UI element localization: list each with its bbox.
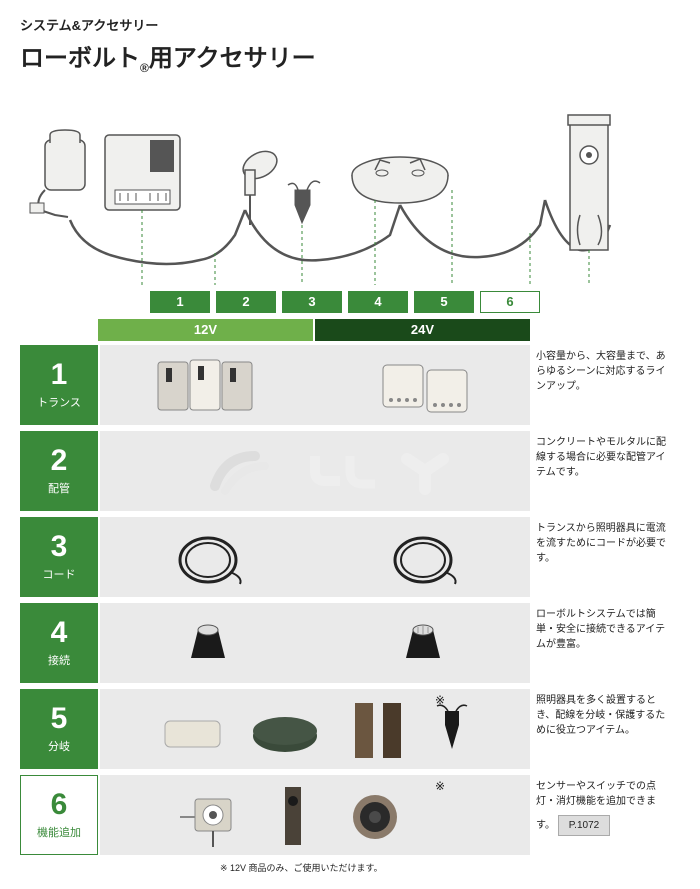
cat-images-3 bbox=[100, 517, 530, 597]
diagram-num-3: 3 bbox=[282, 291, 342, 313]
diagram-num-1: 1 bbox=[150, 291, 210, 313]
cat-num-2: 2 bbox=[51, 446, 68, 476]
star-note-5: ※ bbox=[435, 693, 445, 707]
cat-images-2 bbox=[100, 431, 530, 511]
cat-desc-2: コンクリートやモルタルに配線する場合に必要な配管アイテムです。 bbox=[530, 431, 680, 511]
cat-desc-6: センサーやスイッチでの点灯・消灯機能を追加できます。 P.1072 bbox=[530, 775, 680, 855]
diagram-outlet bbox=[30, 130, 85, 217]
branch-items-icon bbox=[125, 691, 505, 766]
page-ref-link[interactable]: P.1072 bbox=[558, 815, 610, 836]
cat-name-5: 分岐 bbox=[48, 738, 70, 754]
transformer-24v-icon bbox=[363, 350, 483, 420]
wiring-diagram bbox=[20, 85, 680, 285]
diagram-num-6: 6 bbox=[480, 291, 540, 313]
star-note-6: ※ bbox=[435, 779, 445, 793]
cat-name-3: コード bbox=[43, 566, 76, 582]
cat-num-4: 4 bbox=[51, 618, 68, 648]
page-title: ローボルト®用アクセサリー bbox=[20, 38, 680, 75]
addon-items-icon bbox=[125, 777, 505, 852]
cat-desc-5: 照明器具を多く設置するとき、配線を分岐・保護するために役立つアイテム。 bbox=[530, 689, 680, 769]
category-row-3: 3 コード トランスから照明器具に電流を流すためにコードが必要です。 bbox=[20, 517, 680, 597]
category-row-4: 4 接続 ローボルトシステムでは簡単・安全に接続できるアイテムが豊富。 bbox=[20, 603, 680, 683]
category-row-5: 5 分岐 ※ 照明器具を多く設置するとき、配線を分岐・保護するために役立つアイテ… bbox=[20, 689, 680, 769]
cable-coil-24v-icon bbox=[373, 522, 473, 592]
title-reg: ® bbox=[140, 61, 149, 75]
cat-images-4 bbox=[100, 603, 530, 683]
cat-images-6: ※ bbox=[100, 775, 530, 855]
diagram-junction bbox=[352, 157, 448, 203]
cat-label-2: 2 配管 bbox=[20, 431, 98, 511]
cat-desc-1: 小容量から、大容量まで、あらゆるシーンに対応するラインアップ。 bbox=[530, 345, 680, 425]
conduit-icon bbox=[115, 436, 515, 506]
diagram-num-5: 5 bbox=[414, 291, 474, 313]
cat-label-6: 6 機能追加 bbox=[20, 775, 98, 855]
title-pre: ローボルト bbox=[20, 45, 140, 72]
cat-name-2: 配管 bbox=[48, 480, 70, 496]
voltage-12v: 12V bbox=[98, 319, 313, 341]
cat-label-5: 5 分岐 bbox=[20, 689, 98, 769]
cat-label-3: 3 コード bbox=[20, 517, 98, 597]
subtitle: システム&アクセサリー bbox=[20, 15, 680, 34]
diagram-num-4: 4 bbox=[348, 291, 408, 313]
cat-label-4: 4 接続 bbox=[20, 603, 98, 683]
footnote: ※ 12V 商品のみ、ご使用いただけます。 bbox=[20, 861, 680, 874]
diagram-post bbox=[568, 115, 610, 250]
cat-desc-3: トランスから照明器具に電流を流すためにコードが必要です。 bbox=[530, 517, 680, 597]
cable-coil-12v-icon bbox=[158, 522, 258, 592]
cat-name-4: 接続 bbox=[48, 652, 70, 668]
diagram-transformer bbox=[105, 135, 180, 210]
connector-12v-icon bbox=[173, 608, 243, 678]
voltage-24v: 24V bbox=[315, 319, 530, 341]
category-row-2: 2 配管 コンクリートやモルタルに配線する場合に必要な配管アイテムです。 bbox=[20, 431, 680, 511]
category-row-1: 1 トランス 小容量から、大容量まで、あらゆるシーンに対応するラインアップ。 bbox=[20, 345, 680, 425]
cat-num-6: 6 bbox=[51, 790, 68, 820]
cat-desc-4: ローボルトシステムでは簡単・安全に接続できるアイテムが豊富。 bbox=[530, 603, 680, 683]
cat-name-6: 機能追加 bbox=[37, 824, 81, 840]
diagram-num-2: 2 bbox=[216, 291, 276, 313]
cat-label-1: 1 トランス bbox=[20, 345, 98, 425]
transformer-12v-icon bbox=[148, 350, 268, 420]
cat-num-5: 5 bbox=[51, 704, 68, 734]
diagram-number-row: 1 2 3 4 5 6 bbox=[20, 291, 680, 313]
cat-num-3: 3 bbox=[51, 532, 68, 562]
category-row-6: 6 機能追加 ※ センサーやスイッチでの点灯・消灯機能を追加で bbox=[20, 775, 680, 855]
cat-images-5: ※ bbox=[100, 689, 530, 769]
title-post: 用アクセサリー bbox=[149, 45, 316, 72]
voltage-header: 12V 24V bbox=[20, 319, 680, 341]
cat-name-1: トランス bbox=[37, 394, 81, 410]
cat-images-1 bbox=[100, 345, 530, 425]
connector-24v-icon bbox=[388, 608, 458, 678]
cat-num-1: 1 bbox=[51, 360, 68, 390]
diagram-stake bbox=[288, 181, 320, 223]
